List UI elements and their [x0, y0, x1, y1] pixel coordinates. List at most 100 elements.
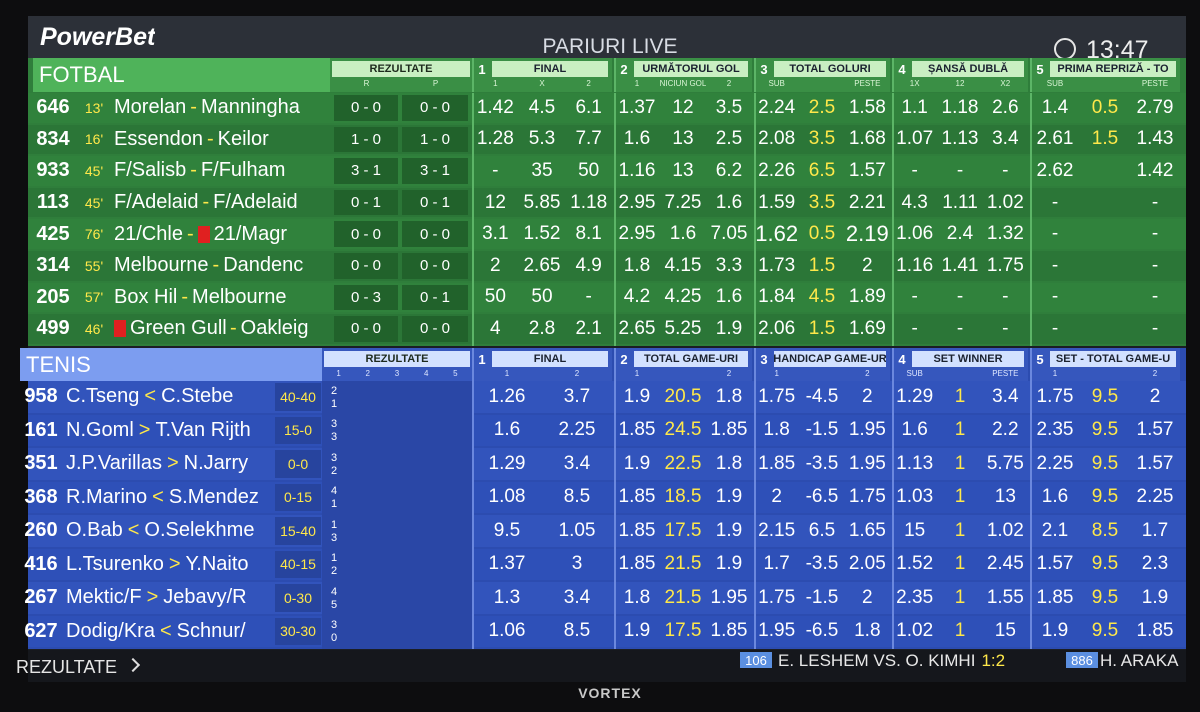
- odds-cell[interactable]: 1: [954, 620, 966, 642]
- odds-cell[interactable]: 2.65: [523, 254, 561, 276]
- odds-cell[interactable]: 3.4: [563, 452, 591, 474]
- odds-cell[interactable]: 1.85: [618, 519, 656, 541]
- odds-cell[interactable]: 2.25: [1136, 486, 1174, 508]
- odds-cell[interactable]: 2.5: [808, 96, 836, 118]
- odds-cell[interactable]: 1.73: [758, 254, 796, 276]
- odds-cell[interactable]: 5.25: [664, 317, 702, 339]
- odds-cell[interactable]: 13: [672, 128, 694, 150]
- odds-cell[interactable]: 20.5: [664, 385, 702, 407]
- odds-cell[interactable]: 1.4: [1041, 96, 1069, 118]
- odds-cell[interactable]: 1.5: [808, 317, 836, 339]
- odds-cell[interactable]: 4.2: [623, 286, 651, 308]
- odds-cell[interactable]: 24.5: [664, 419, 702, 441]
- odds-cell[interactable]: 1.13: [896, 452, 934, 474]
- odds-cell[interactable]: -: [911, 286, 918, 308]
- odds-cell[interactable]: 1.6: [901, 419, 928, 441]
- odds-cell[interactable]: 1.8: [623, 586, 651, 608]
- odds-cell[interactable]: 1.26: [488, 385, 526, 407]
- odds-cell[interactable]: -: [1051, 254, 1059, 276]
- odds-cell[interactable]: 1: [954, 553, 966, 575]
- odds-cell[interactable]: 2.5: [715, 128, 743, 150]
- odds-cell[interactable]: -: [1002, 286, 1009, 308]
- odds-cell[interactable]: 17.5: [664, 519, 702, 541]
- odds-cell[interactable]: 1.95: [848, 419, 886, 441]
- odds-cell[interactable]: -: [1051, 223, 1059, 245]
- odds-cell[interactable]: 1.52: [523, 223, 561, 245]
- odds-cell[interactable]: 1.8: [763, 419, 790, 441]
- odds-cell[interactable]: -: [1002, 317, 1009, 339]
- odds-cell[interactable]: 2: [1149, 385, 1161, 407]
- odds-cell[interactable]: 3.4: [992, 128, 1019, 150]
- odds-cell[interactable]: 9.5: [1091, 586, 1119, 608]
- odds-cell[interactable]: 1.42: [1136, 159, 1174, 181]
- odds-cell[interactable]: 1: [954, 452, 966, 474]
- odds-cell[interactable]: 1.6: [669, 223, 697, 245]
- odds-cell[interactable]: 5.75: [986, 452, 1024, 474]
- odds-cell[interactable]: 9.5: [1091, 385, 1119, 407]
- odds-cell[interactable]: 6.2: [715, 159, 743, 181]
- odds-cell[interactable]: 1.32: [986, 223, 1024, 245]
- odds-cell[interactable]: -: [585, 286, 592, 308]
- odds-cell[interactable]: 3.1: [482, 223, 509, 245]
- odds-cell[interactable]: 50: [484, 286, 506, 308]
- odds-cell[interactable]: 15: [904, 519, 926, 541]
- odds-cell[interactable]: 1.18: [570, 191, 608, 213]
- odds-cell[interactable]: 17.5: [664, 620, 702, 642]
- odds-cell[interactable]: 1.9: [715, 317, 743, 339]
- odds-cell[interactable]: 2.26: [758, 159, 796, 181]
- odds-cell[interactable]: 13: [672, 159, 694, 181]
- odds-cell[interactable]: 1.7: [1141, 519, 1169, 541]
- odds-cell[interactable]: 1.57: [1136, 452, 1174, 474]
- odds-cell[interactable]: 1.06: [896, 223, 934, 245]
- odds-cell[interactable]: 1.9: [623, 385, 651, 407]
- odds-cell[interactable]: 21.5: [664, 586, 702, 608]
- odds-cell[interactable]: 1.65: [848, 519, 886, 541]
- odds-cell[interactable]: -: [956, 159, 964, 181]
- odds-cell[interactable]: 2.95: [618, 223, 656, 245]
- odds-cell[interactable]: 2.35: [1036, 419, 1074, 441]
- odds-cell[interactable]: 1.95: [710, 586, 748, 608]
- odds-cell[interactable]: 1.6: [493, 419, 521, 441]
- odds-cell[interactable]: 2.25: [1036, 452, 1074, 474]
- odds-cell[interactable]: 1.3: [493, 586, 521, 608]
- odds-cell[interactable]: 1.95: [758, 620, 796, 642]
- odds-cell[interactable]: 0.5: [808, 223, 836, 245]
- odds-cell[interactable]: 1.75: [848, 486, 886, 508]
- odds-cell[interactable]: 2.21: [848, 191, 886, 213]
- odds-cell[interactable]: -3.5: [805, 452, 839, 474]
- odds-cell[interactable]: 2.8: [528, 317, 556, 339]
- odds-cell[interactable]: 2: [490, 254, 501, 276]
- odds-cell[interactable]: 3: [571, 553, 583, 575]
- odds-cell[interactable]: 1: [954, 385, 966, 407]
- odds-cell[interactable]: -: [956, 317, 964, 339]
- odds-cell[interactable]: 13: [994, 486, 1016, 508]
- odds-cell[interactable]: 35: [531, 159, 553, 181]
- odds-cell[interactable]: 21.5: [664, 553, 702, 575]
- odds-cell[interactable]: 3.5: [715, 96, 743, 118]
- odds-cell[interactable]: 7.25: [664, 191, 702, 213]
- odds-cell[interactable]: 1.85: [1136, 620, 1174, 642]
- odds-cell[interactable]: 2.05: [848, 553, 886, 575]
- odds-cell[interactable]: 1.75: [758, 385, 796, 407]
- odds-cell[interactable]: 4.5: [808, 286, 836, 308]
- odds-cell[interactable]: 1: [954, 419, 966, 441]
- odds-cell[interactable]: 12: [672, 96, 694, 118]
- odds-cell[interactable]: 3.5: [808, 191, 836, 213]
- odds-cell[interactable]: 2.65: [618, 317, 656, 339]
- odds-cell[interactable]: 8.5: [563, 486, 591, 508]
- odds-cell[interactable]: 2.61: [1036, 128, 1074, 150]
- odds-cell[interactable]: 1.62: [755, 221, 799, 247]
- odds-cell[interactable]: -: [1151, 191, 1159, 213]
- odds-cell[interactable]: 22.5: [664, 452, 702, 474]
- odds-cell[interactable]: 9.5: [1091, 419, 1119, 441]
- odds-cell[interactable]: 1.85: [618, 419, 656, 441]
- odds-cell[interactable]: 1.9: [715, 553, 743, 575]
- odds-cell[interactable]: 0.5: [1091, 96, 1119, 118]
- odds-cell[interactable]: 1.57: [848, 159, 886, 181]
- odds-cell[interactable]: -: [1151, 223, 1159, 245]
- odds-cell[interactable]: 1.57: [1036, 553, 1074, 575]
- odds-cell[interactable]: -: [911, 317, 918, 339]
- odds-cell[interactable]: 2.95: [618, 191, 656, 213]
- odds-cell[interactable]: 6.5: [808, 159, 836, 181]
- odds-cell[interactable]: 1.85: [618, 486, 656, 508]
